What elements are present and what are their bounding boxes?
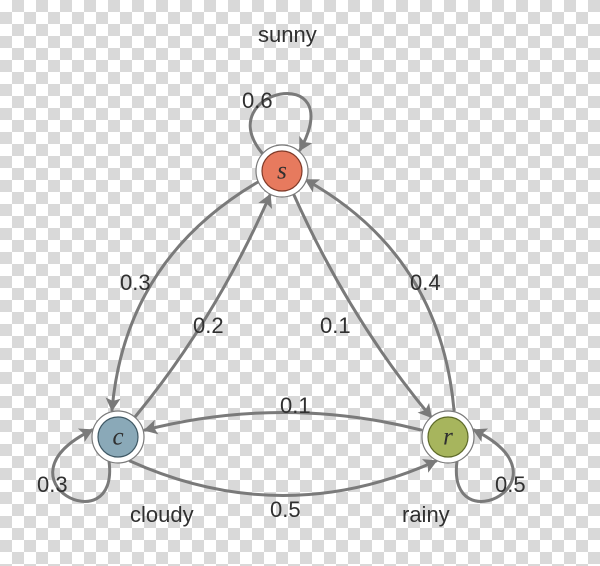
edge-weight-r-c: 0.1 xyxy=(280,393,311,418)
state-label-rainy: rainy xyxy=(402,502,450,527)
edge-weight-s-c: 0.3 xyxy=(120,270,151,295)
edge-weight-c-c: 0.3 xyxy=(37,472,68,497)
markov-chain-diagram: s c r sunny cloudy rainy 0.6 0.3 0.2 0.1… xyxy=(0,0,600,566)
node-s-label: s xyxy=(277,158,287,185)
edge-c-s xyxy=(135,195,270,417)
edge-c-r xyxy=(130,461,436,496)
node-r: r xyxy=(422,411,474,463)
edge-weight-s-s: 0.6 xyxy=(242,88,273,113)
edge-weight-c-s: 0.2 xyxy=(193,313,224,338)
edge-s-r xyxy=(294,195,431,417)
node-c-label: c xyxy=(112,424,123,451)
edge-weight-s-r: 0.1 xyxy=(320,313,351,338)
edge-weight-r-s: 0.4 xyxy=(410,270,441,295)
state-label-sunny: sunny xyxy=(258,22,317,47)
edge-r-s xyxy=(306,180,454,410)
edge-weight-c-r: 0.5 xyxy=(270,497,301,522)
node-s: s xyxy=(256,145,308,197)
node-r-label: r xyxy=(443,424,453,451)
edge-s-c xyxy=(112,182,258,410)
state-label-cloudy: cloudy xyxy=(130,502,194,527)
edge-weight-r-r: 0.5 xyxy=(495,472,526,497)
node-c: c xyxy=(92,411,144,463)
